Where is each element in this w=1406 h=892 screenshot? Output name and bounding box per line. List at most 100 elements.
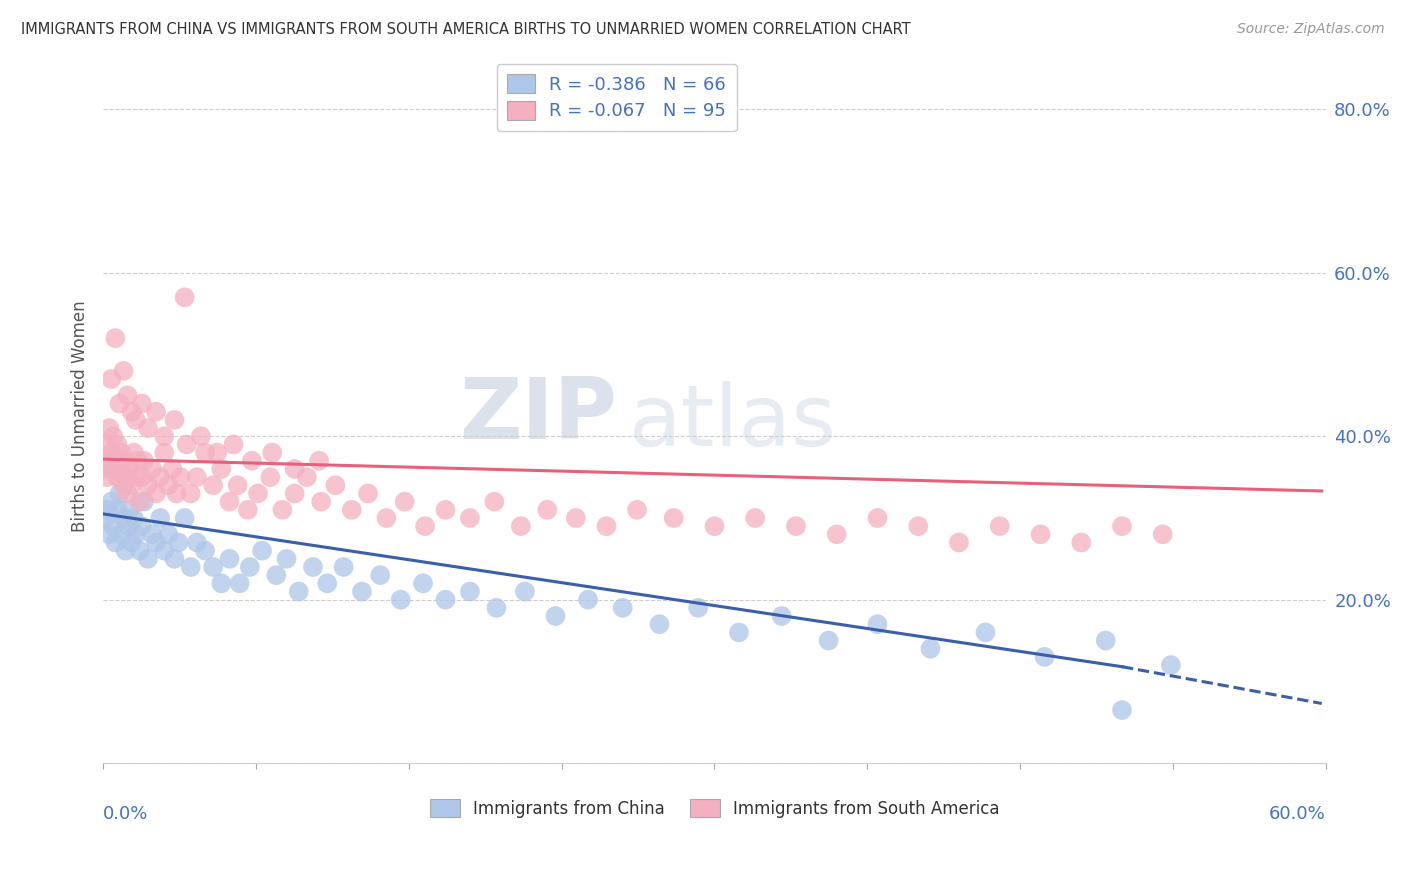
Point (368, 568, 391, 582)
Point (163, 551, 186, 566)
Y-axis label: Births to Unmarried Women: Births to Unmarried Women (72, 300, 89, 532)
Point (332, 560, 354, 574)
Point (127, 454, 149, 468)
Point (565, 511, 588, 525)
Point (163, 413, 186, 427)
Point (103, 429, 125, 443)
Point (125, 470, 148, 484)
Point (948, 535, 970, 549)
Point (988, 519, 1011, 533)
Point (162, 462, 184, 476)
Point (153, 445, 176, 459)
Point (125, 527, 148, 541)
Point (648, 617, 671, 632)
Point (112, 478, 135, 492)
Point (920, 641, 942, 656)
Legend: Immigrants from China, Immigrants from South America: Immigrants from China, Immigrants from S… (423, 793, 1007, 824)
Point (222, 437, 245, 451)
Point (458, 511, 481, 525)
Point (744, 511, 766, 525)
Point (340, 503, 363, 517)
Point (544, 609, 567, 624)
Point (434, 592, 457, 607)
Point (128, 494, 150, 508)
Point (513, 584, 536, 599)
Point (866, 511, 889, 525)
Point (309, 494, 332, 508)
Point (316, 576, 339, 591)
Point (194, 445, 217, 459)
Point (536, 503, 558, 517)
Text: ZIP: ZIP (458, 375, 617, 458)
Point (98, 454, 121, 468)
Point (121, 405, 143, 419)
Point (190, 429, 212, 443)
Point (1111, 703, 1133, 717)
Point (250, 543, 273, 558)
Point (153, 429, 176, 443)
Point (118, 503, 141, 517)
Point (262, 445, 284, 459)
Point (770, 609, 793, 624)
Point (276, 551, 298, 566)
Point (202, 478, 225, 492)
Point (626, 503, 648, 517)
Point (173, 290, 195, 304)
Point (688, 600, 710, 615)
Point (117, 519, 139, 533)
Point (176, 437, 198, 451)
Text: 60.0%: 60.0% (1270, 805, 1326, 822)
Point (131, 519, 153, 533)
Point (149, 511, 172, 525)
Point (122, 445, 145, 459)
Point (186, 470, 208, 484)
Point (228, 576, 250, 591)
Point (121, 478, 143, 492)
Point (728, 625, 751, 640)
Point (132, 494, 155, 508)
Point (194, 543, 217, 558)
Point (112, 364, 135, 378)
Point (1152, 527, 1174, 541)
Point (458, 584, 481, 599)
Point (1070, 535, 1092, 549)
Point (125, 413, 148, 427)
Point (209, 462, 232, 476)
Point (236, 503, 259, 517)
Point (817, 633, 839, 648)
Point (166, 486, 188, 500)
Point (259, 470, 281, 484)
Point (907, 519, 929, 533)
Point (246, 486, 269, 500)
Point (295, 470, 318, 484)
Point (484, 494, 506, 508)
Point (122, 511, 145, 525)
Point (1029, 527, 1052, 541)
Point (509, 519, 531, 533)
Point (100, 372, 122, 386)
Point (114, 470, 136, 484)
Point (108, 486, 131, 500)
Point (1033, 649, 1056, 664)
Point (96, 470, 118, 484)
Point (121, 535, 143, 549)
Point (103, 519, 125, 533)
Point (141, 462, 163, 476)
Point (302, 560, 325, 574)
Point (180, 486, 202, 500)
Point (612, 600, 634, 615)
Point (1160, 658, 1182, 673)
Point (145, 486, 167, 500)
Point (266, 568, 288, 582)
Point (128, 543, 150, 558)
Point (239, 560, 262, 574)
Point (209, 576, 232, 591)
Point (1094, 633, 1116, 648)
Point (136, 421, 159, 435)
Point (103, 462, 125, 476)
Point (413, 519, 436, 533)
Point (284, 462, 307, 476)
Point (117, 388, 139, 402)
Point (132, 454, 155, 468)
Point (308, 454, 330, 468)
